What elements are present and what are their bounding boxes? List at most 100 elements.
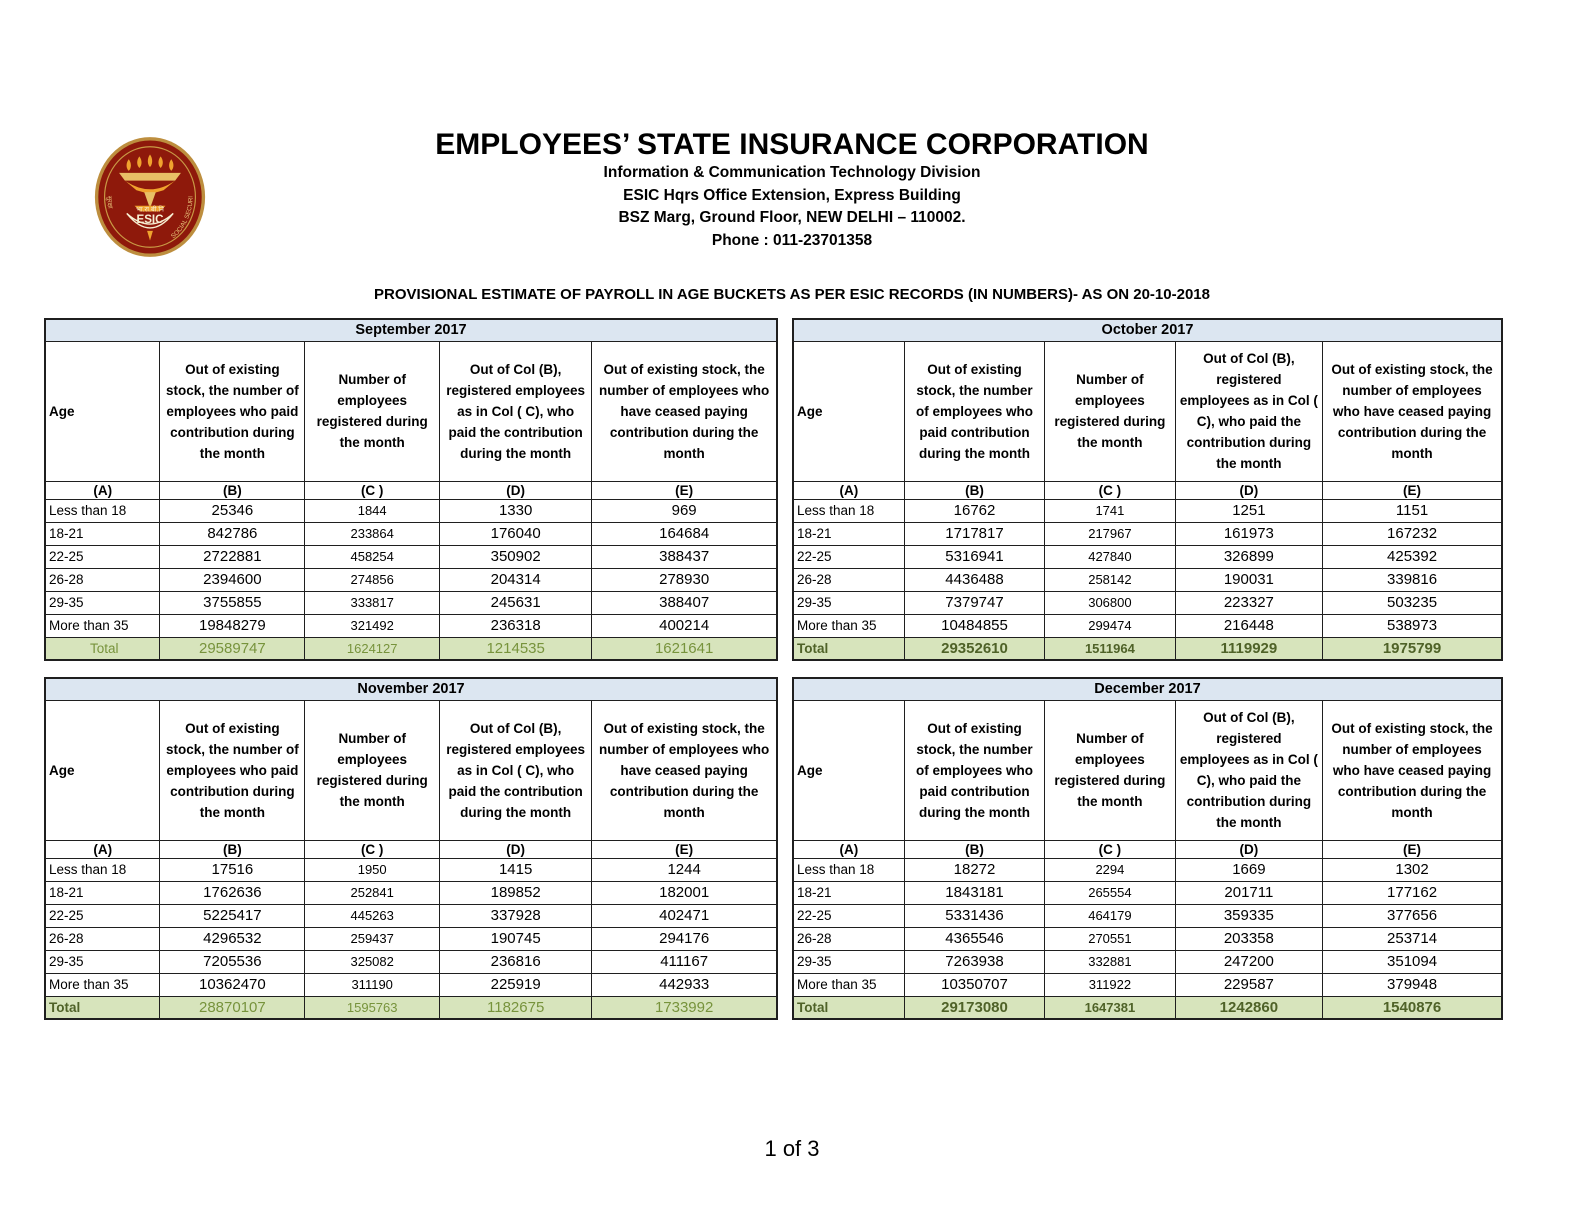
col-header-b: Out of existing stock, the number of emp… — [159, 699, 306, 841]
value-cell: 233864 — [304, 521, 441, 546]
total-value-c: 1595763 — [304, 995, 441, 1020]
col-letter-c: (C ) — [304, 480, 441, 500]
org-division: Information & Communication Technology D… — [603, 164, 981, 181]
value-cell: 311922 — [1044, 972, 1176, 997]
value-cell: 245631 — [439, 590, 593, 615]
value-cell: 167232 — [1322, 521, 1503, 546]
value-cell: 339816 — [1322, 567, 1503, 592]
org-title: EMPLOYEES’ STATE INSURANCE CORPORATION — [435, 128, 1149, 161]
col-letter-d: (D) — [1174, 839, 1324, 859]
lamp-icon — [119, 172, 181, 212]
value-cell: 2722881 — [159, 544, 306, 569]
value-cell: 442933 — [591, 972, 778, 997]
esic-logo: भा.रा.बी.नि ESIC SOCIAL SECURITY सुरक्षा — [90, 129, 208, 260]
value-cell: 225919 — [439, 972, 593, 997]
col-letter-b: (B) — [159, 480, 306, 500]
report-title: PROVISIONAL ESTIMATE OF PAYROLL IN AGE B… — [374, 286, 1210, 303]
age-cell: Less than 18 — [44, 857, 161, 882]
value-cell: 16762 — [903, 498, 1046, 523]
value-cell: 294176 — [591, 926, 778, 951]
value-cell: 177162 — [1322, 880, 1503, 905]
table-row: Less than 18 16762 1741 1251 1151 — [792, 498, 1503, 523]
value-cell: 842786 — [159, 521, 306, 546]
value-cell: 333817 — [304, 590, 441, 615]
age-cell: 22-25 — [792, 903, 905, 928]
org-address-line2: BSZ Marg, Ground Floor, NEW DELHI – 1100… — [618, 209, 966, 226]
value-cell: 229587 — [1174, 972, 1324, 997]
value-cell: 325082 — [304, 949, 441, 974]
total-label: Total — [792, 995, 905, 1020]
col-header-d: Out of Col (B), registered employees as … — [439, 340, 593, 482]
total-row: Total 28870107 1595763 1182675 1733992 — [44, 995, 778, 1020]
col-header-age: Age — [44, 699, 161, 841]
value-cell: 252841 — [304, 880, 441, 905]
value-cell: 270551 — [1044, 926, 1176, 951]
age-cell: More than 35 — [44, 972, 161, 997]
total-value-e: 1540876 — [1322, 995, 1503, 1020]
table-row: Less than 18 18272 2294 1669 1302 — [792, 857, 1503, 882]
value-cell: 969 — [591, 498, 778, 523]
age-cell: 26-28 — [44, 926, 161, 951]
value-cell: 25346 — [159, 498, 306, 523]
month-table: October 2017 Age Out of existing stock, … — [792, 318, 1503, 661]
col-header-e: Out of existing stock, the number of emp… — [591, 340, 778, 482]
table-row: Less than 18 25346 1844 1330 969 — [44, 498, 778, 523]
value-cell: 411167 — [591, 949, 778, 974]
table-row: 18-21 1843181 265554 201711 177162 — [792, 880, 1503, 905]
month-table: November 2017 Age Out of existing stock,… — [44, 677, 778, 1020]
value-cell: 4365546 — [903, 926, 1046, 951]
value-cell: 1415 — [439, 857, 593, 882]
value-cell: 19848279 — [159, 613, 306, 638]
value-cell: 4296532 — [159, 926, 306, 951]
month-title: November 2017 — [44, 677, 778, 701]
age-cell: More than 35 — [792, 972, 905, 997]
logo-acronym: ESIC — [136, 213, 164, 226]
table-row: Less than 18 17516 1950 1415 1244 — [44, 857, 778, 882]
total-value-c: 1647381 — [1044, 995, 1176, 1020]
age-cell: 26-28 — [44, 567, 161, 592]
value-cell: 332881 — [1044, 949, 1176, 974]
esic-logo-icon: भा.रा.बी.नि ESIC SOCIAL SECURITY सुरक्षा — [90, 129, 206, 257]
age-cell: 29-35 — [44, 590, 161, 615]
total-value-d: 1242860 — [1174, 995, 1324, 1020]
col-header-d: Out of Col (B), registered employees as … — [1174, 340, 1324, 482]
col-header-d: Out of Col (B), registered employees as … — [439, 699, 593, 841]
total-value-d: 1119929 — [1174, 636, 1324, 661]
table-body: Less than 18 25346 1844 1330 969 18-21 842786 2… — [44, 498, 778, 638]
month-title: December 2017 — [792, 677, 1503, 701]
col-letter-d: (D) — [439, 480, 593, 500]
value-cell: 1669 — [1174, 857, 1324, 882]
age-cell: 29-35 — [44, 949, 161, 974]
table-row: 29-35 7263938 332881 247200 351094 — [792, 949, 1503, 974]
value-cell: 1762636 — [159, 880, 306, 905]
col-header-c: Number of employees registered during th… — [304, 699, 441, 841]
table-row: 26-28 4296532 259437 190745 294176 — [44, 926, 778, 951]
col-header-age: Age — [792, 340, 905, 482]
value-cell: 458254 — [304, 544, 441, 569]
month-table: December 2017 Age Out of existing stock,… — [792, 677, 1503, 1020]
col-header-b: Out of existing stock, the number of emp… — [159, 340, 306, 482]
value-cell: 1950 — [304, 857, 441, 882]
value-cell: 190031 — [1174, 567, 1324, 592]
col-letter-e: (E) — [1322, 480, 1503, 500]
value-cell: 10362470 — [159, 972, 306, 997]
value-cell: 1302 — [1322, 857, 1503, 882]
table-row: 26-28 4365546 270551 203358 253714 — [792, 926, 1503, 951]
total-label: Total — [792, 636, 905, 661]
col-header-c: Number of employees registered during th… — [1044, 699, 1176, 841]
value-cell: 445263 — [304, 903, 441, 928]
total-value-e: 1975799 — [1322, 636, 1503, 661]
svg-text:सुरक्षा: सुरक्षा — [105, 196, 113, 210]
col-header-e: Out of existing stock, the number of emp… — [1322, 340, 1503, 482]
col-letter-c: (C ) — [1044, 480, 1176, 500]
age-cell: 29-35 — [792, 590, 905, 615]
value-cell: 427840 — [1044, 544, 1176, 569]
age-cell: 22-25 — [792, 544, 905, 569]
table-row: 18-21 1762636 252841 189852 182001 — [44, 880, 778, 905]
total-value-d: 1214535 — [439, 636, 593, 661]
value-cell: 379948 — [1322, 972, 1503, 997]
value-cell: 2394600 — [159, 567, 306, 592]
col-header-b: Out of existing stock, the number of emp… — [903, 340, 1046, 482]
value-cell: 377656 — [1322, 903, 1503, 928]
value-cell: 176040 — [439, 521, 593, 546]
